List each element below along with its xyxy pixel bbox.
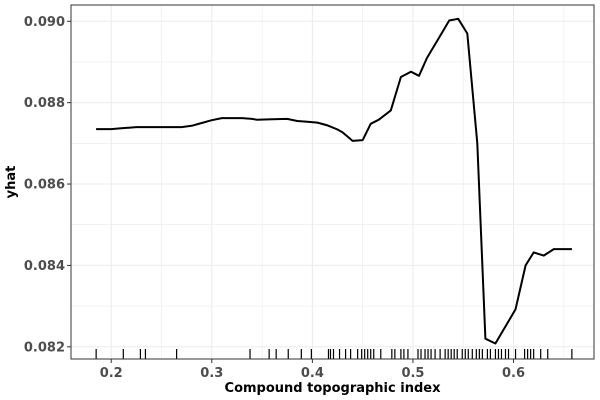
x-tick-label: 0.6 [502,366,525,381]
x-tick-label: 0.2 [100,366,123,381]
y-tick-label: 0.088 [24,96,65,111]
rug-marks [95,349,573,359]
grid-lines [71,5,594,359]
x-axis: 0.2 0.3 0.4 0.5 0.6 [100,359,525,381]
y-tick-label: 0.090 [24,15,65,30]
y-axis-title: yhat [4,166,19,199]
x-axis-title: Compound topographic index [225,381,442,396]
y-tick-label: 0.084 [24,259,65,274]
y-tick-label: 0.086 [24,178,65,193]
x-tick-label: 0.5 [401,366,424,381]
plot-panel-border [70,4,595,360]
series-line [96,17,572,345]
y-axis: 0.082 0.084 0.086 0.088 0.090 [24,15,71,355]
x-tick-label: 0.3 [200,366,223,381]
x-tick-label: 0.4 [301,366,324,381]
y-tick-label: 0.082 [24,340,65,355]
